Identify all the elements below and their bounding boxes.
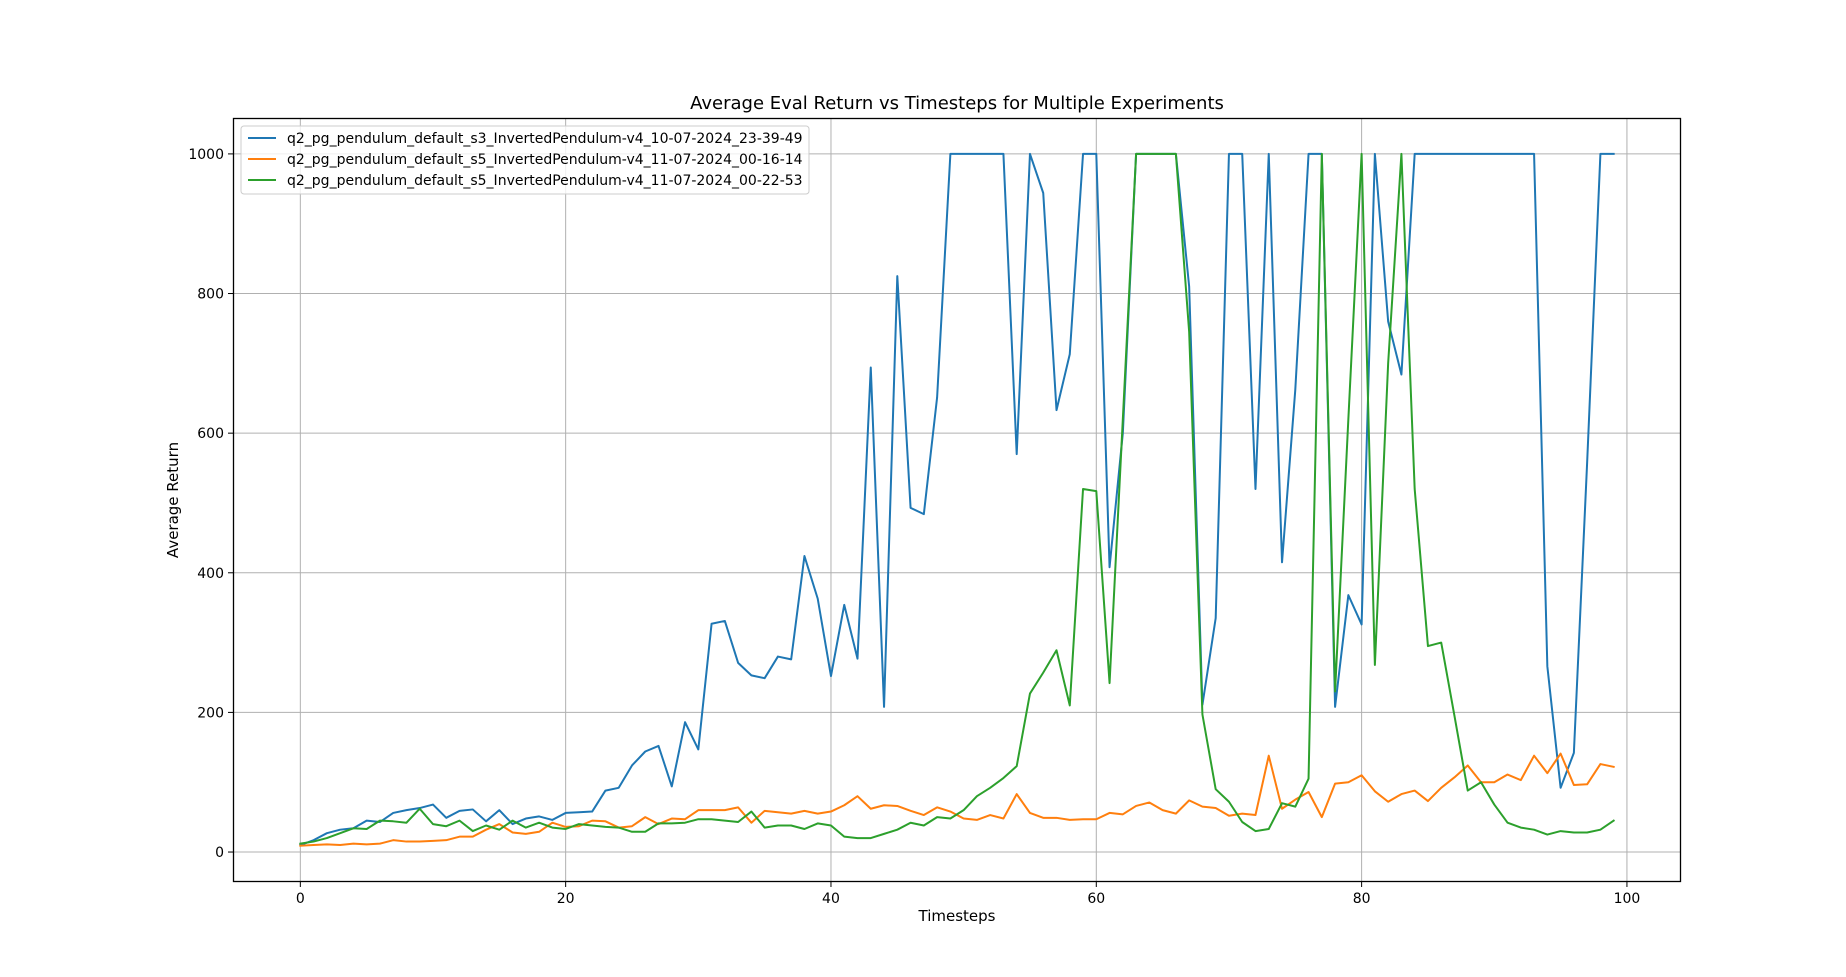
y-tick-label: 1000 [188,147,224,163]
grid [234,119,1680,881]
x-tick-label: 0 [296,891,305,907]
x-tick-label: 40 [822,891,840,907]
plot-frame [232,117,1682,883]
y-tick-label: 600 [197,426,224,442]
x-tick-label: 80 [1353,891,1371,907]
x-tick-label: 20 [557,891,575,907]
legend: q2_pg_pendulum_default_s3_InvertedPendul… [240,125,810,195]
y-tick-label: 800 [197,287,224,303]
series-layer [299,152,1616,847]
x-axis-label: Timesteps [918,907,996,925]
series-line-3 [299,152,1616,845]
y-tick-label: 0 [215,845,224,861]
y-tick-label: 400 [197,566,224,582]
y-tick-label: 200 [197,705,224,721]
legend-label-2: q2_pg_pendulum_default_s5_InvertedPendul… [287,152,803,168]
tick-marks [228,153,1628,887]
legend-label-3: q2_pg_pendulum_default_s5_InvertedPendul… [287,173,803,189]
y-axis-label: Average Return [164,442,182,558]
legend-box [240,125,810,195]
x-tick-label: 100 [1614,891,1641,907]
x-tick-label: 60 [1087,891,1105,907]
chart-title: Average Eval Return vs Timesteps for Mul… [690,93,1224,114]
series-line-1 [299,152,1615,847]
legend-label-1: q2_pg_pendulum_default_s3_InvertedPendul… [287,131,803,147]
